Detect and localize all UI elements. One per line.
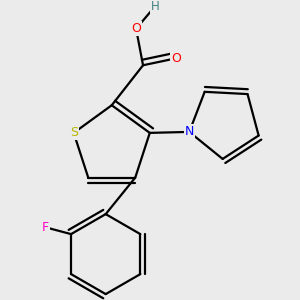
Text: S: S	[70, 126, 78, 140]
Text: H: H	[151, 0, 160, 13]
Text: O: O	[131, 22, 141, 35]
Text: F: F	[41, 221, 49, 234]
Text: O: O	[171, 52, 181, 65]
Text: N: N	[184, 125, 194, 138]
